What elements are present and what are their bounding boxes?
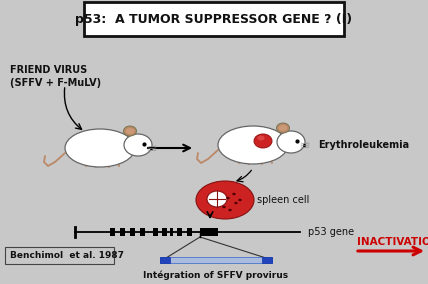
Ellipse shape	[276, 123, 289, 133]
Text: p53:  A TUMOR SUPPRESSOR GENE ? (I): p53: A TUMOR SUPPRESSOR GENE ? (I)	[75, 14, 353, 26]
Ellipse shape	[207, 191, 227, 207]
Bar	[140, 228, 145, 236]
Ellipse shape	[222, 206, 226, 208]
Bar	[160, 257, 272, 263]
Bar	[170, 228, 173, 236]
Ellipse shape	[234, 202, 238, 204]
Ellipse shape	[254, 134, 272, 148]
Bar	[162, 228, 167, 236]
Text: p53 gene: p53 gene	[308, 227, 354, 237]
Ellipse shape	[65, 129, 135, 167]
Ellipse shape	[124, 126, 137, 136]
Bar	[160, 257, 170, 263]
FancyBboxPatch shape	[5, 247, 114, 264]
Bar	[130, 228, 135, 236]
Text: spleen cell: spleen cell	[257, 195, 309, 205]
Bar	[262, 257, 272, 263]
Ellipse shape	[258, 135, 265, 141]
Text: Benchimol  et al. 1987: Benchimol et al. 1987	[10, 252, 124, 260]
Text: Erythroleukemia: Erythroleukemia	[318, 140, 409, 150]
Bar	[110, 228, 115, 236]
Bar	[153, 228, 158, 236]
Ellipse shape	[125, 128, 134, 134]
Ellipse shape	[196, 181, 254, 219]
Bar	[200, 228, 218, 236]
Text: INACTIVATION: INACTIVATION	[357, 237, 428, 247]
Text: FRIEND VIRUS
(SFFV + F-MuLV): FRIEND VIRUS (SFFV + F-MuLV)	[10, 65, 101, 88]
Ellipse shape	[228, 209, 232, 211]
Ellipse shape	[218, 126, 288, 164]
Bar	[187, 228, 192, 236]
Ellipse shape	[279, 125, 288, 131]
Ellipse shape	[238, 199, 242, 201]
Text: Intégration of SFFV provirus: Intégration of SFFV provirus	[143, 270, 288, 279]
FancyBboxPatch shape	[84, 2, 344, 36]
Ellipse shape	[232, 193, 236, 195]
Ellipse shape	[277, 131, 305, 153]
Bar	[177, 228, 182, 236]
Ellipse shape	[124, 134, 152, 156]
Bar	[120, 228, 125, 236]
Ellipse shape	[226, 197, 230, 199]
